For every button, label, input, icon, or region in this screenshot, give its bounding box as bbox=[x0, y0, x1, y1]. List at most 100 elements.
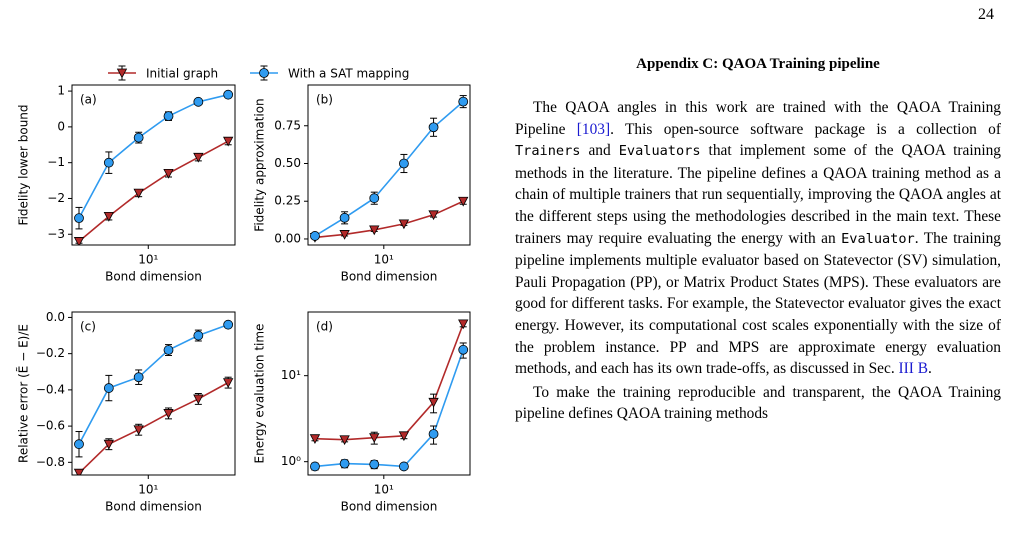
marker bbox=[369, 225, 380, 236]
marker bbox=[339, 435, 350, 446]
y-axis-label: Energy evaluation time bbox=[253, 324, 267, 464]
axes-frame bbox=[71, 311, 236, 476]
marker bbox=[193, 152, 204, 163]
text: and bbox=[580, 142, 619, 160]
y-tick-label: 0.25 bbox=[274, 194, 301, 208]
y-axis-label: Fidelity approximation bbox=[253, 98, 267, 231]
x-tick-label: 10¹ bbox=[138, 483, 158, 497]
x-axis-label: Bond dimension bbox=[341, 270, 438, 284]
page-number: 24 bbox=[978, 6, 994, 23]
y-tick-label: −0.4 bbox=[36, 382, 65, 396]
axes-frame bbox=[307, 84, 471, 246]
legend-label: Initial graph bbox=[146, 67, 218, 81]
panel-label: (d) bbox=[316, 320, 333, 334]
x-axis-label: Bond dimension bbox=[105, 270, 202, 284]
marker bbox=[339, 458, 350, 469]
legend-marker bbox=[116, 68, 128, 79]
y-tick-label: 10¹ bbox=[281, 368, 301, 382]
x-axis-label: Bond dimension bbox=[105, 500, 202, 514]
y-axis-label: Relative error (Ẽ − E)/E bbox=[16, 324, 31, 463]
marker bbox=[339, 230, 350, 240]
code-text: Evaluator bbox=[841, 230, 915, 247]
marker bbox=[223, 89, 234, 100]
marker bbox=[73, 468, 85, 475]
marker bbox=[133, 188, 144, 199]
marker bbox=[133, 425, 144, 436]
text: To make the training reproducible and tr… bbox=[515, 383, 1001, 423]
y-tick-label: 0.00 bbox=[274, 231, 301, 245]
text: . The training pipeline implements multi… bbox=[515, 229, 1001, 378]
series-line bbox=[78, 93, 229, 219]
series-line bbox=[78, 140, 229, 243]
x-tick-label: 10¹ bbox=[374, 253, 394, 267]
marker bbox=[428, 122, 439, 133]
marker bbox=[399, 461, 409, 472]
marker bbox=[428, 210, 439, 221]
marker bbox=[458, 96, 469, 107]
series-line bbox=[314, 323, 464, 441]
plot-area bbox=[73, 319, 234, 475]
series-line bbox=[314, 200, 464, 239]
marker bbox=[369, 459, 380, 470]
marker bbox=[103, 439, 114, 450]
marker bbox=[103, 211, 114, 222]
x-tick-label: 10¹ bbox=[374, 483, 394, 497]
marker bbox=[163, 345, 174, 355]
marker bbox=[223, 319, 234, 330]
series-line bbox=[78, 323, 229, 445]
marker bbox=[369, 433, 380, 444]
figure: −3 −2 −1 0 1 10¹ Bond dimension Fidelity lower … bbox=[16, 65, 471, 514]
marker bbox=[399, 158, 409, 169]
marker bbox=[193, 96, 204, 107]
plot-area bbox=[73, 89, 234, 245]
x-axis-label: Bond dimension bbox=[341, 500, 438, 514]
marker bbox=[193, 394, 204, 405]
marker bbox=[428, 397, 439, 408]
plot-area bbox=[309, 319, 469, 472]
y-tick-label: −0.6 bbox=[36, 419, 65, 433]
y-tick-label: −3 bbox=[47, 227, 65, 241]
heading: Appendix C: QAOA Training pipeline bbox=[636, 56, 880, 72]
panel-label: (a) bbox=[80, 93, 97, 107]
series-line bbox=[314, 349, 464, 468]
code-text: Trainers bbox=[515, 143, 581, 160]
marker bbox=[133, 132, 144, 143]
marker bbox=[163, 111, 174, 122]
y-tick-label: 0.0 bbox=[46, 310, 65, 324]
reference-link[interactable]: [103] bbox=[576, 120, 611, 138]
y-tick-label: −2 bbox=[47, 191, 65, 205]
marker bbox=[310, 461, 320, 472]
marker bbox=[133, 372, 144, 383]
y-tick-label: 0.50 bbox=[274, 156, 301, 170]
text: . bbox=[928, 360, 932, 378]
panel-label: (c) bbox=[80, 320, 96, 334]
y-tick-label: 1 bbox=[57, 84, 65, 98]
y-tick-label: 10⁰ bbox=[281, 454, 301, 468]
marker bbox=[369, 193, 380, 204]
marker bbox=[193, 330, 204, 341]
axes-frame bbox=[71, 84, 236, 246]
marker bbox=[163, 169, 174, 179]
marker bbox=[73, 237, 85, 245]
reference-link[interactable]: III B bbox=[898, 360, 929, 378]
marker bbox=[428, 429, 439, 439]
marker bbox=[163, 409, 174, 419]
marker bbox=[74, 439, 84, 450]
marker bbox=[103, 383, 114, 393]
y-axis-label: Fidelity lower bound bbox=[17, 104, 31, 225]
marker bbox=[458, 196, 469, 207]
marker bbox=[339, 212, 350, 223]
x-tick-label: 10¹ bbox=[138, 253, 158, 267]
text: The QAOA angles in this work are trained… bbox=[515, 99, 1001, 138]
legend-label: With a SAT mapping bbox=[288, 67, 409, 81]
paragraph: To make the training reproducible and tr… bbox=[515, 382, 1001, 425]
text: . This open-source software package is a… bbox=[610, 120, 1001, 138]
y-tick-label: 0.75 bbox=[274, 118, 301, 132]
y-tick-label: −1 bbox=[47, 155, 65, 169]
paragraph: The QAOA angles in this work are trained… bbox=[515, 97, 1001, 380]
series-line bbox=[314, 100, 464, 237]
marker bbox=[458, 319, 469, 330]
panel-label: (b) bbox=[316, 93, 333, 107]
marker bbox=[223, 378, 234, 388]
y-tick-label: −0.8 bbox=[36, 455, 65, 469]
